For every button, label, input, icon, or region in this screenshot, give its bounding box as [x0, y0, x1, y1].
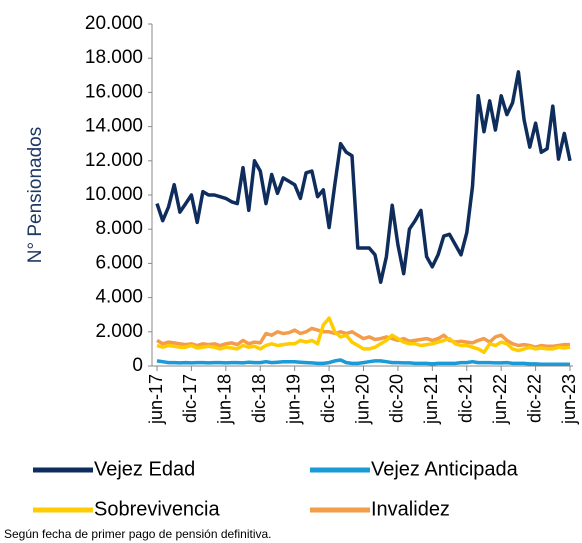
y-tick-label: 20.000	[85, 13, 143, 34]
legend-label: Invalidez	[371, 498, 450, 520]
x-tick-label: jun-22	[490, 374, 510, 425]
footnote: Según fecha de primer pago de pensión de…	[4, 527, 272, 541]
y-tick-label: 6.000	[95, 252, 143, 273]
y-axis-label: N° Pensionados	[25, 127, 46, 263]
x-tick-label: jun-17	[146, 374, 166, 425]
x-tick-label: jun-19	[283, 374, 303, 425]
series-line	[156, 316, 571, 355]
y-tick-label: 0	[132, 355, 143, 376]
x-tick-label: jun-21	[421, 374, 441, 425]
x-tick-label: dic-18	[249, 374, 269, 423]
y-tick-label: 14.000	[85, 116, 143, 137]
series-line	[155, 70, 572, 284]
y-tick-label: 12.000	[85, 150, 143, 171]
x-tick-label: jun-18	[215, 374, 235, 425]
x-tick-label: dic-17	[180, 374, 200, 423]
y-tick-label: 18.000	[85, 47, 143, 68]
legend-label: Vejez Anticipada	[371, 458, 519, 480]
x-tick-label: dic-22	[524, 374, 544, 423]
x-tick-label: dic-19	[318, 374, 338, 423]
x-tick-label: jun-23	[559, 374, 579, 425]
x-tick-label: jun-20	[352, 374, 372, 425]
x-tick-label: dic-21	[456, 374, 476, 423]
y-tick-label: 8.000	[95, 218, 143, 239]
series-line	[156, 358, 570, 367]
legend-label: Vejez Edad	[94, 458, 195, 480]
y-tick-label: 2.000	[95, 321, 143, 342]
y-tick-label: 10.000	[85, 184, 143, 205]
series-line	[156, 326, 570, 349]
y-tick-label: 16.000	[85, 81, 143, 102]
x-tick-label: dic-20	[387, 374, 407, 423]
legend-label: Sobrevivencia	[94, 498, 221, 520]
y-tick-label: 4.000	[95, 287, 143, 308]
